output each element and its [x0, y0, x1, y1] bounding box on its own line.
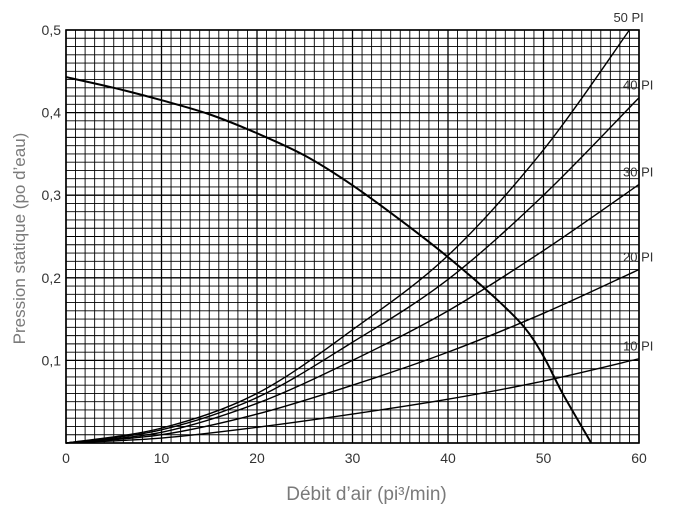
- x-tick-label: 20: [249, 450, 265, 466]
- system-curve-20-pi: [65, 268, 640, 444]
- y-tick-label: 0,1: [42, 352, 62, 368]
- plot-frame: [65, 29, 640, 444]
- x-tick-label: 40: [440, 450, 456, 466]
- system-curve-40-pi: [65, 97, 640, 444]
- x-tick-label: 60: [631, 450, 647, 466]
- system-curve-10-pi: [65, 358, 640, 444]
- y-axis-title: Pression statique (po d’eau): [10, 133, 29, 345]
- fan-curve: [65, 76, 593, 444]
- y-tick-label: 0,3: [42, 187, 62, 203]
- y-tick-label: 0,2: [42, 270, 62, 286]
- series-label: 10 PI: [623, 339, 653, 354]
- x-tick-label: 0: [62, 450, 70, 466]
- system-curve-30-pi: [65, 183, 640, 444]
- x-axis-title: Débit d’air (pi³/min): [286, 484, 446, 505]
- series-label: 20 PI: [623, 250, 653, 265]
- y-tick-label: 0,5: [42, 22, 62, 38]
- curves: [65, 29, 640, 444]
- series-label: 40 PI: [623, 78, 653, 93]
- x-tick-labels: 0 10 20 30 40 50 60: [62, 450, 647, 466]
- x-tick-label: 10: [154, 450, 170, 466]
- series-label: 50 PI: [613, 10, 643, 25]
- curve-labels: 10 PI 20 PI 30 PI 40 PI 50 PI: [613, 10, 653, 354]
- y-tick-label: 0,4: [42, 105, 62, 121]
- x-tick-label: 30: [345, 450, 361, 466]
- system-curve-50-pi: [65, 29, 631, 444]
- series-label: 30 PI: [623, 164, 653, 179]
- x-tick-label: 50: [536, 450, 552, 466]
- y-tick-labels: 0,1 0,2 0,3 0,4 0,5: [42, 22, 62, 368]
